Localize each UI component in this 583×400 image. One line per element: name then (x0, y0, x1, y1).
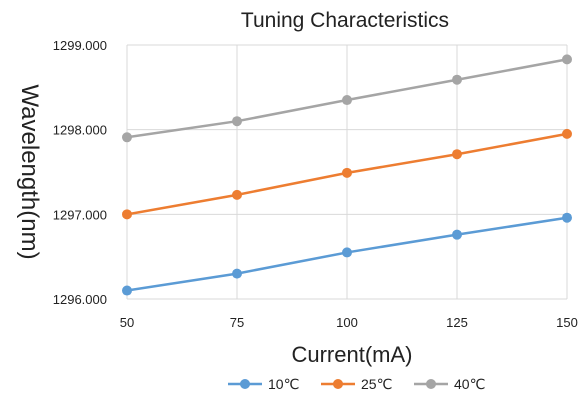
legend-swatch-marker (426, 379, 436, 389)
data-point (232, 268, 242, 279)
series-2 (122, 54, 572, 143)
legend-item: 10℃ (228, 376, 299, 392)
y-axis-label: Wavelength(nm) (16, 84, 43, 259)
data-point (452, 74, 462, 85)
data-point (232, 116, 242, 127)
data-point (452, 149, 462, 160)
legend-swatch-marker (240, 379, 250, 389)
data-point (452, 229, 462, 240)
y-tick-label: 1299.000 (53, 38, 107, 53)
data-point (342, 167, 352, 178)
y-tick-label: 1296.000 (53, 292, 107, 307)
x-tick-label: 75 (230, 315, 244, 330)
x-tick-label: 150 (556, 315, 578, 330)
y-tick-label: 1298.000 (53, 123, 107, 138)
data-point (122, 209, 132, 220)
data-point (232, 189, 242, 200)
series-1 (122, 128, 572, 220)
x-tick-label: 50 (120, 315, 134, 330)
legend-label: 10℃ (268, 376, 299, 392)
y-tick-label: 1297.000 (53, 207, 107, 222)
data-point (122, 285, 132, 296)
data-point (562, 54, 572, 65)
x-tick-labels: 50 75 100 125 150 (120, 315, 578, 330)
chart-title: Tuning Characteristics (241, 9, 449, 32)
data-point (342, 95, 352, 106)
legend-item: 40℃ (414, 376, 485, 392)
data-point (562, 212, 572, 223)
legend-item: 25℃ (321, 376, 392, 392)
series-0 (122, 212, 572, 296)
data-point (122, 132, 132, 143)
x-tick-label: 100 (336, 315, 358, 330)
legend-label: 40℃ (454, 376, 485, 392)
data-point (562, 128, 572, 139)
data-point (342, 247, 352, 258)
series-layer (122, 54, 572, 296)
x-axis-label: Current(mA) (291, 342, 412, 367)
legend-label: 25℃ (361, 376, 392, 392)
grid-lines (126, 44, 568, 300)
y-tick-labels: 1296.000 1297.000 1298.000 1299.000 (53, 38, 107, 307)
x-tick-label: 125 (446, 315, 468, 330)
legend: 10℃ 25℃ 40℃ (228, 376, 485, 392)
legend-swatch-marker (333, 379, 343, 389)
